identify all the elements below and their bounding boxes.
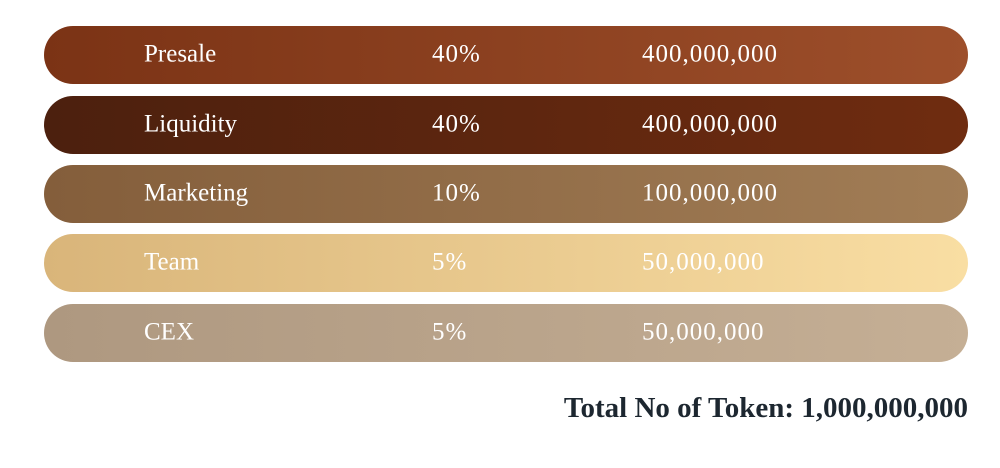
allocation-row: CEX 5% 50,000,000: [44, 304, 968, 362]
allocation-row: Presale 40% 400,000,000: [44, 26, 968, 84]
allocation-name: Presale: [144, 40, 217, 68]
allocation-amount: 400,000,000: [642, 110, 778, 138]
allocation-percent: 5%: [432, 248, 468, 276]
allocation-percent: 5%: [432, 318, 468, 346]
allocation-amount: 100,000,000: [642, 179, 778, 207]
allocation-amount: 50,000,000: [642, 318, 765, 346]
allocation-row: Team 5% 50,000,000: [44, 234, 968, 292]
allocation-name: Liquidity: [144, 110, 238, 138]
allocation-amount: 50,000,000: [642, 248, 765, 276]
allocation-amount: 400,000,000: [642, 40, 778, 68]
allocation-percent: 40%: [432, 40, 481, 68]
allocation-row: Marketing 10% 100,000,000: [44, 165, 968, 223]
allocation-name: Marketing: [144, 179, 249, 207]
total-tokens: Total No of Token: 1,000,000,000: [563, 392, 968, 424]
allocation-percent: 40%: [432, 110, 481, 138]
allocation-percent: 10%: [432, 179, 481, 207]
allocation-name: Team: [144, 248, 200, 276]
allocation-name: CEX: [144, 318, 194, 346]
allocation-row: Liquidity 40% 400,000,000: [44, 96, 968, 154]
